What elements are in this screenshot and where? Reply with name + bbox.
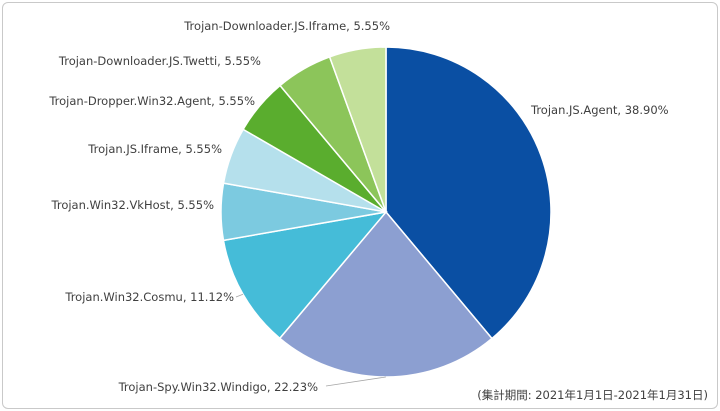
pie-slice-trojan-downloader-js-iframe xyxy=(328,46,387,213)
pie-slices xyxy=(220,46,552,378)
slice-label: Trojan-Dropper.Win32.Agent, 5.55% xyxy=(48,94,255,108)
pie-slice-trojan-spy-win32-windigo xyxy=(278,210,494,378)
slice-label: Trojan.Win32.Cosmu, 11.12% xyxy=(64,290,234,304)
pie-slice-trojan-js-agent xyxy=(385,46,552,340)
slice-label: Trojan-Downloader.JS.Twetti, 5.55% xyxy=(58,54,261,68)
slice-label: Trojan-Spy.Win32.Windigo, 22.23% xyxy=(118,380,319,394)
slice-label: Trojan-Downloader.JS.Iframe, 5.55% xyxy=(183,19,390,33)
leader-lines xyxy=(235,293,386,387)
slice-label: Trojan.Win32.VkHost, 5.55% xyxy=(51,198,215,212)
period-footnote: (集計期間: 2021年1月1日-2021年1月31日) xyxy=(477,388,708,402)
slice-labels: Trojan.JS.Agent, 38.90% Trojan-Spy.Win32.… xyxy=(48,19,668,394)
pie-slice-trojan-win32-cosmu xyxy=(222,210,388,340)
slice-label: Trojan.JS.Iframe, 5.55% xyxy=(87,142,222,156)
leader-line xyxy=(235,293,244,298)
leader-line xyxy=(325,376,386,387)
slice-label: Trojan.JS.Agent, 38.90% xyxy=(530,103,669,117)
